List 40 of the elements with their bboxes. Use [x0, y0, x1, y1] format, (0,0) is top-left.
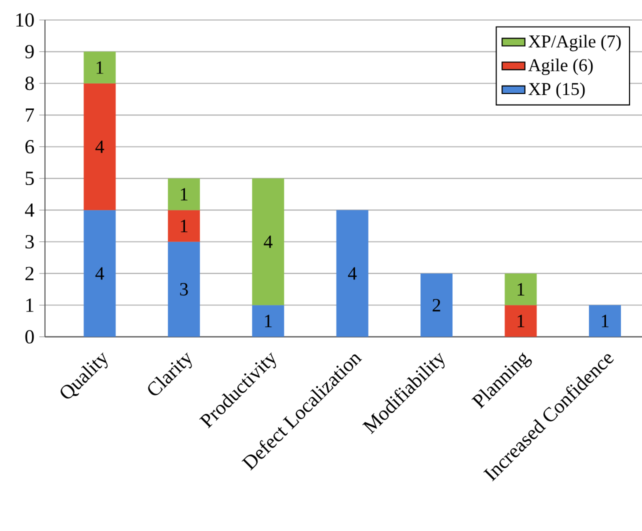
data-label: 1	[180, 188, 188, 201]
bar	[84, 52, 116, 84]
data-label: 4	[264, 236, 273, 248]
data-label: 1	[180, 220, 188, 232]
y-tick-label: 3	[26, 235, 34, 249]
data-label: 1	[602, 314, 608, 328]
bar	[84, 83, 116, 210]
bar	[504, 305, 537, 337]
data-label: 1	[518, 314, 524, 328]
y-tick-label: 2	[25, 266, 34, 280]
data-label: 1	[265, 314, 272, 328]
data-label: 4	[95, 267, 104, 280]
legend-label: XP/Agile (7)	[528, 35, 621, 52]
y-tick-label: 4	[24, 204, 34, 217]
bar	[588, 305, 621, 337]
data-label: 3	[180, 283, 188, 296]
bar	[504, 274, 537, 306]
data-label: 2	[432, 299, 440, 312]
data-label: 4	[95, 140, 104, 154]
bar	[420, 274, 453, 337]
y-tick-label: 10	[16, 13, 34, 27]
data-label: 4	[348, 267, 357, 280]
legend-label: XP (15)	[528, 82, 585, 99]
data-label: 1	[96, 61, 104, 74]
legend-label: Agile (6)	[528, 58, 593, 76]
y-tick-label: 7	[26, 108, 34, 122]
bar	[168, 210, 200, 242]
y-tick-label: 6	[25, 140, 34, 154]
bar	[84, 210, 116, 337]
bar	[252, 305, 284, 337]
y-tick-label: 0	[25, 330, 34, 344]
data-label: 1	[518, 283, 524, 296]
bar	[252, 178, 284, 306]
bar	[168, 178, 200, 210]
y-tick-label: 9	[25, 45, 34, 59]
y-tick-label: 5	[26, 172, 34, 186]
bar	[168, 242, 200, 337]
y-tick-label: 1	[26, 298, 34, 312]
bar	[336, 210, 368, 337]
y-tick-label: 8	[25, 76, 34, 90]
